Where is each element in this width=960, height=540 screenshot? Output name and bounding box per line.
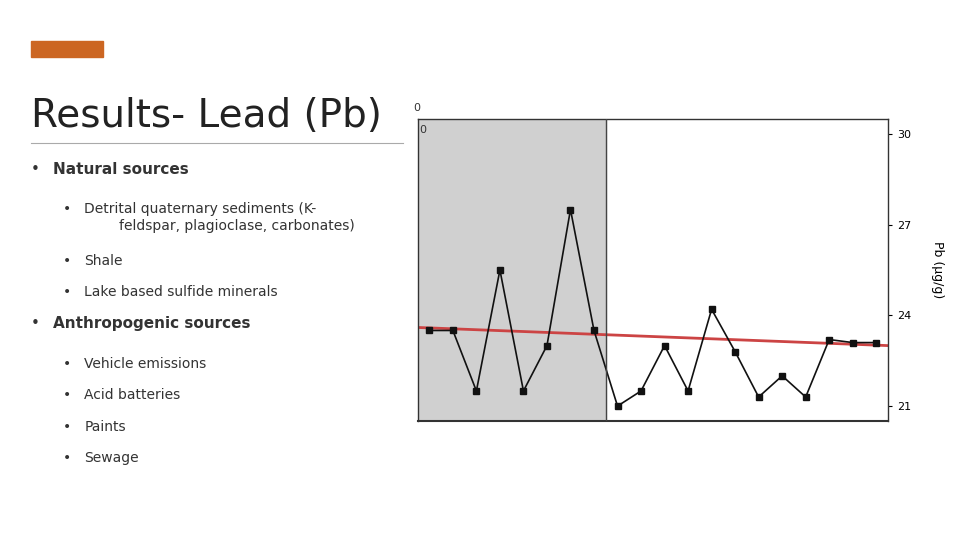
Text: Shale: Shale	[84, 254, 123, 268]
Text: Vehicle emissions: Vehicle emissions	[84, 357, 206, 371]
Text: Acid batteries: Acid batteries	[84, 388, 180, 402]
Text: •: •	[62, 388, 71, 402]
Text: 0: 0	[419, 125, 426, 135]
Text: 0: 0	[413, 103, 420, 113]
Text: •: •	[62, 420, 71, 434]
Text: Anthropogenic sources: Anthropogenic sources	[53, 316, 251, 332]
Text: •: •	[31, 162, 39, 177]
Text: •: •	[31, 316, 39, 332]
Text: •: •	[62, 202, 71, 217]
Text: •: •	[62, 451, 71, 465]
Text: •: •	[62, 254, 71, 268]
Text: Detrital quaternary sediments (K-
        feldspar, plagioclase, carbonates): Detrital quaternary sediments (K- feldsp…	[84, 202, 355, 233]
Text: •: •	[62, 285, 71, 299]
Text: Natural sources: Natural sources	[53, 162, 188, 177]
Text: •: •	[62, 357, 71, 371]
Text: Results- Lead (Pb): Results- Lead (Pb)	[31, 97, 381, 135]
Bar	[418, 119, 606, 421]
Text: Paints: Paints	[84, 420, 126, 434]
Text: Lake based sulfide minerals: Lake based sulfide minerals	[84, 285, 278, 299]
Y-axis label: Pb (µg/g): Pb (µg/g)	[931, 241, 944, 299]
Text: Sewage: Sewage	[84, 451, 139, 465]
